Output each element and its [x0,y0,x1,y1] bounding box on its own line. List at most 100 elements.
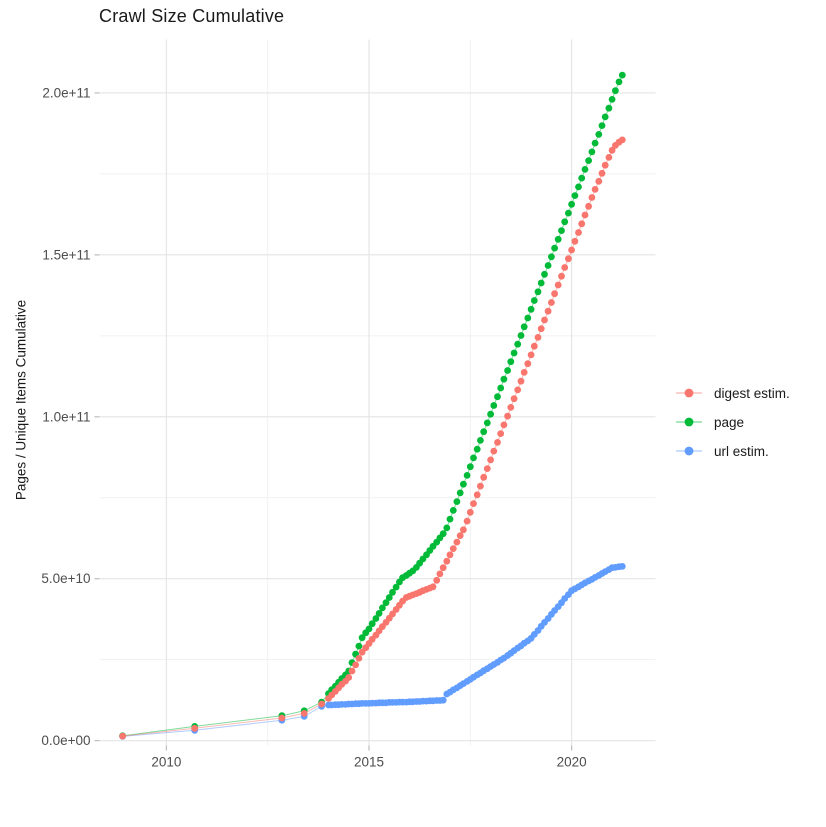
data-point-page [544,262,552,269]
data-point-page [571,192,579,200]
data-point-digest-estim [534,334,542,341]
data-point-page [561,218,569,226]
data-point-page [480,428,488,436]
data-point-digest-estim [480,473,488,481]
data-point-page [578,174,586,182]
data-point-digest-estim [568,246,575,254]
data-point-digest-estim [278,714,286,722]
data-point-digest-estim [504,412,511,420]
data-point-digest-estim [578,220,586,228]
data-point-page [527,305,535,313]
data-point-page [608,96,616,103]
data-point-digest-estim [507,404,515,411]
data-point-page [497,384,505,392]
data-point-page [358,634,366,642]
data-point-digest-estim [446,551,454,559]
data-point-digest-estim [345,674,353,681]
data-point-page [463,472,471,479]
data-point-page [494,393,501,401]
data-point-page [554,235,562,243]
minor-gridlines [99,39,656,746]
y-tick-label: 2.0e+11 [42,85,90,100]
data-point-page [585,157,592,165]
y-tick-label: 1.5e+11 [42,247,90,262]
data-point-page [392,583,400,591]
data-point-page [470,454,477,462]
data-point-digest-estim [477,482,484,490]
legend-swatch-url-icon [676,446,702,456]
data-point-page [551,244,558,252]
data-point-page [615,78,623,86]
data-point-page [460,480,467,488]
data-point-digest-estim [348,667,356,675]
axis-tick-labels: 2010 2015 2020 0.0e+00 5.0e+10 1.0e+11 1.5e+11… [41,85,586,769]
data-point-digest-estim [456,532,464,539]
data-point-digest-estim [551,290,558,298]
legend-label: page [714,414,745,430]
data-point-page [558,227,565,235]
legend-item: url estim. [674,442,790,460]
data-point-digest-estim [608,146,616,154]
legend-swatch-digest-icon [676,388,702,398]
legend-item: digest estim. [674,384,790,402]
data-point-page [453,498,461,505]
data-point-page [524,314,532,322]
data-point-digest-estim [605,154,613,161]
legend: digest estim. page url estim. [674,373,790,471]
data-point-page [372,615,380,622]
data-point-digest-estim [443,557,451,565]
data-point-digest-estim [487,456,494,464]
data-point-digest-estim [463,517,471,525]
data-point-page [483,419,491,427]
data-point-page [439,530,447,538]
legend-label: url estim. [714,443,769,459]
data-point-digest-estim [618,136,626,144]
data-point-page [473,445,481,453]
data-point-digest-estim [429,583,437,591]
data-point-page [504,367,511,374]
data-point-url-estim [439,696,447,704]
data-point-digest-estim [598,169,606,177]
y-tick-label: 5.0e+10 [41,571,90,586]
data-point-page [568,200,575,208]
data-point-page [618,71,626,79]
data-point-digest-estim [497,430,505,437]
data-point-digest-estim [460,526,467,534]
data-point-page [612,87,619,95]
data-point-page [446,515,454,523]
data-point-url-estim [618,563,626,570]
data-point-page [595,131,603,138]
data-point-page [466,463,474,471]
data-point-page [598,122,606,129]
data-point-page [449,507,457,514]
data-point-digest-estim [601,161,609,169]
data-point-digest-estim [300,710,308,717]
data-point-digest-estim [548,299,555,306]
legend-label: digest estim. [714,385,790,401]
data-point-page [591,139,599,147]
y-tick-label: 1.0e+11 [42,409,90,424]
data-point-page [456,489,464,497]
data-point-page [575,183,582,191]
data-point-page [385,594,393,601]
data-point-page [581,166,589,173]
data-point-digest-estim [517,377,525,385]
data-point-page [548,253,555,261]
data-point-digest-estim [490,447,498,455]
data-point-page [355,642,363,650]
data-point-digest-estim [449,545,457,552]
data-point-digest-estim [191,724,199,732]
data-point-digest-estim [595,177,603,185]
data-point-digest-estim [352,661,359,669]
data-point-page [487,410,494,418]
data-point-digest-estim [591,186,599,193]
data-point-digest-estim [453,538,461,546]
data-point-digest-estim [544,307,552,315]
data-point-digest-estim [355,655,363,662]
data-point-digest-estim [119,732,126,740]
data-point-digest-estim [524,360,532,368]
data-point-digest-estim [433,576,441,584]
data-point-digest-estim [541,316,548,324]
data-point-page [588,148,596,156]
data-point-page [443,524,451,532]
